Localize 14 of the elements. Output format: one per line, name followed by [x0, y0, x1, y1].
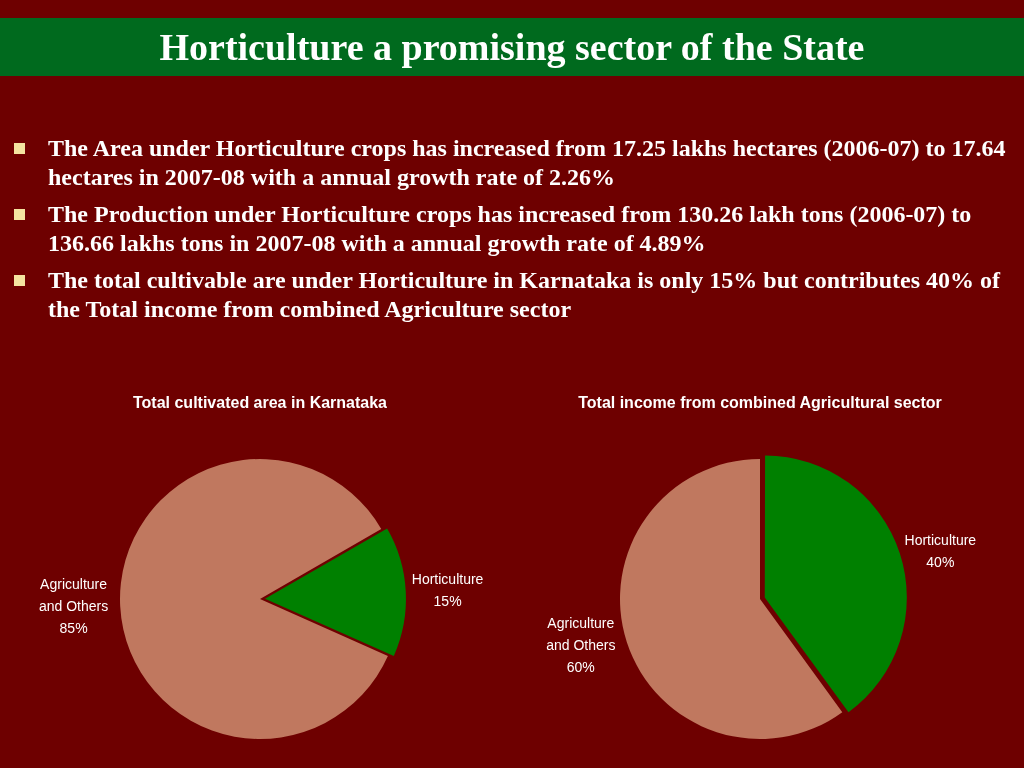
text: The Production under Horticulture crops has increased from 130.26 lakh tons (2006-07) to 136.66 lakhs tons in 2007-08 with a annual growth rate of 4.89%	[48, 201, 972, 256]
slice-label: Horticulture	[904, 531, 977, 548]
data-label: 60%	[566, 658, 595, 675]
text: The Area under Horticulture crops has increased from 17.25 lakhs hectares (2006-07) to 17.64 hectares in 2007-08 with a annual growth rate of 2.26%	[48, 135, 1006, 190]
slice-label: Agriculture and Others	[38, 575, 109, 614]
text: Horticulture a promising sector of the State	[0, 18, 1024, 76]
slice-label: Horticulture	[411, 570, 484, 587]
data-label: 40%	[926, 553, 955, 570]
text: The total cultivable are under Horticulture in Karnataka is only 15% but contributes 40% of the Total income from combined Agriculture sector	[48, 267, 1001, 322]
slice-label: Agriculture and Others	[546, 614, 616, 653]
chart-title: Total income from combined Agricultural sector	[577, 393, 943, 413]
data-label: 15%	[433, 592, 462, 609]
chart-title: Total cultivated area in Karnataka	[132, 393, 388, 413]
data-label: 85%	[59, 619, 88, 636]
